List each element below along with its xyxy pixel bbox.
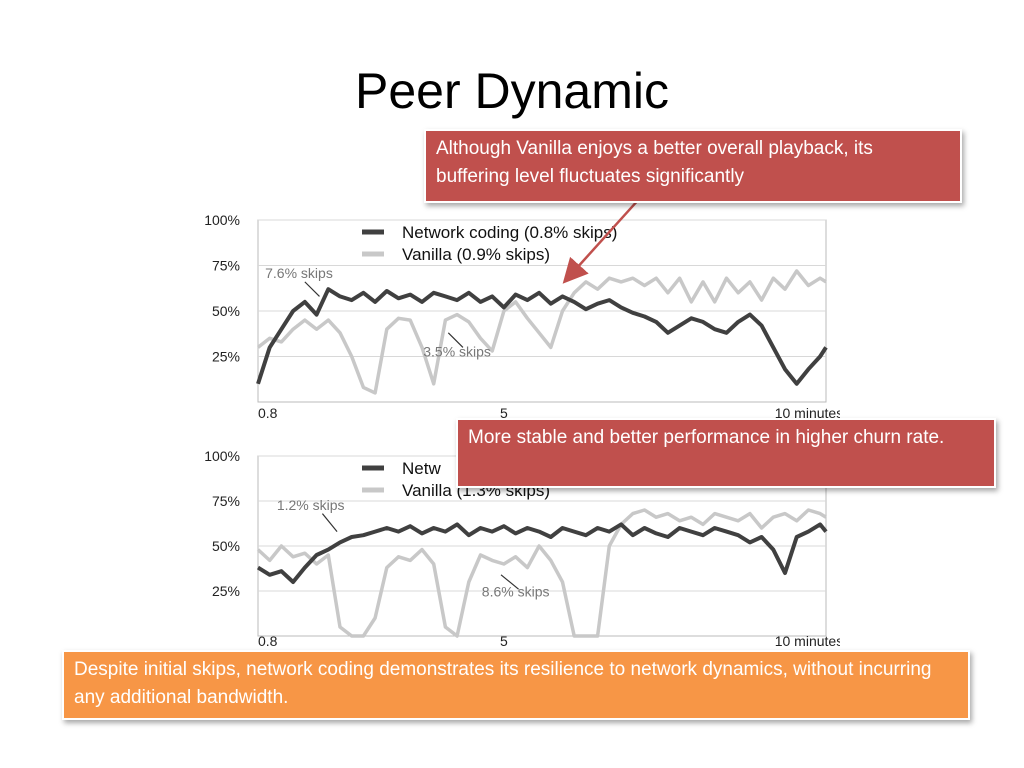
y-tick-label: 100% [204,212,240,228]
x-tick-label: 10 minutes [775,405,840,420]
x-tick-label: 10 minutes [775,633,840,646]
annotation-label: 3.5% skips [423,344,491,360]
x-tick-label: 5 [500,633,508,646]
series-line-network-coding [256,522,828,584]
series-line-vanilla [256,269,827,395]
annotation-arrow [321,513,338,532]
callout-vanilla-fluctuation: Although Vanilla enjoys a better overall… [424,129,962,203]
top-chart: 100% 75% 50% 25% 0.8 5 10 minutes Network codin… [204,212,840,420]
series-line-network-coding [256,287,828,386]
y-tick-label: 100% [204,448,240,464]
x-tick-label: 5 [500,405,508,420]
annotation-arrow [304,281,320,297]
annotation-arrow [447,332,464,348]
series-line-vanilla [256,508,827,638]
legend-label: Network coding (0.8% skips) [402,223,617,242]
callout-resilience: Despite initial skips, network coding de… [62,650,970,720]
y-tick-label: 25% [212,583,240,599]
y-tick-label: 75% [212,493,240,509]
slide-title: Peer Dynamic [355,63,669,119]
callout-stability: More stable and better performance in hi… [456,418,996,488]
annotation-label: 7.6% skips [265,265,333,281]
annotation-label: 8.6% skips [482,583,550,599]
x-tick-label: 0.8 [258,405,278,420]
legend-label: Vanilla (0.9% skips) [402,245,550,264]
legend-label: Netw [402,459,441,478]
y-tick-label: 25% [212,349,240,365]
x-tick-label: 0.8 [258,633,278,646]
y-tick-label: 50% [212,303,240,319]
annotation-label: 1.2% skips [277,497,345,513]
annotation-arrow [500,574,519,590]
y-tick-label: 75% [212,258,240,274]
y-tick-label: 50% [212,538,240,554]
